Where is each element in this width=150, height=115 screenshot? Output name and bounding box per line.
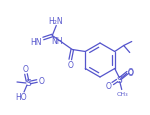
Text: HN: HN bbox=[31, 38, 42, 47]
Text: NH: NH bbox=[52, 37, 63, 46]
Text: O: O bbox=[23, 65, 29, 74]
Text: O: O bbox=[67, 60, 73, 69]
Text: HO: HO bbox=[15, 93, 27, 102]
Text: O: O bbox=[128, 68, 134, 77]
Text: H₂N: H₂N bbox=[48, 17, 63, 26]
Text: CH₃: CH₃ bbox=[117, 91, 129, 96]
Text: S: S bbox=[25, 79, 31, 88]
Text: O: O bbox=[106, 81, 112, 90]
Text: S: S bbox=[117, 75, 123, 84]
Text: O: O bbox=[128, 67, 134, 76]
Text: O: O bbox=[39, 77, 45, 86]
